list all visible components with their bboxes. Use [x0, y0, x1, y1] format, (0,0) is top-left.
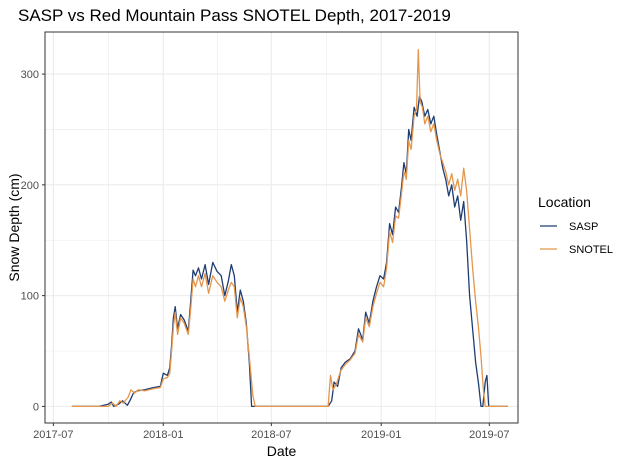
y-tick-label: 200 [21, 180, 39, 192]
legend: Location SASP SNOTEL [538, 194, 613, 256]
y-tick-label: 0 [33, 401, 39, 413]
panel-border [44, 31, 519, 424]
legend-label-snotel: SNOTEL [569, 244, 613, 256]
y-tick-label: 100 [21, 291, 39, 303]
x-tick-label: 2019-07 [469, 429, 509, 441]
minor-gridlines [45, 32, 518, 423]
chart-title: SASP vs Red Mountain Pass SNOTEL Depth, … [18, 6, 451, 25]
x-tick-label: 2017-07 [33, 429, 73, 441]
axis-ticks [42, 73, 490, 426]
panel-background [45, 32, 518, 423]
y-tick-label: 300 [21, 69, 39, 81]
legend-label-sasp: SASP [569, 221, 598, 233]
panel-frame [44, 31, 519, 424]
series-line-snotel [71, 49, 508, 408]
x-tick-label: 2018-01 [143, 429, 183, 441]
x-tick-label: 2019-01 [361, 429, 401, 441]
series-lines [71, 49, 508, 408]
plot-panel [45, 32, 518, 423]
legend-title: Location [538, 194, 591, 210]
y-axis-title: Snow Depth (cm) [6, 173, 22, 281]
x-tick-label: 2018-07 [251, 429, 291, 441]
tick-labels: 2017-07 2018-01 2018-07 2019-01 2019-07 0 100 2… [21, 69, 510, 441]
x-axis-title: Date [267, 443, 297, 459]
